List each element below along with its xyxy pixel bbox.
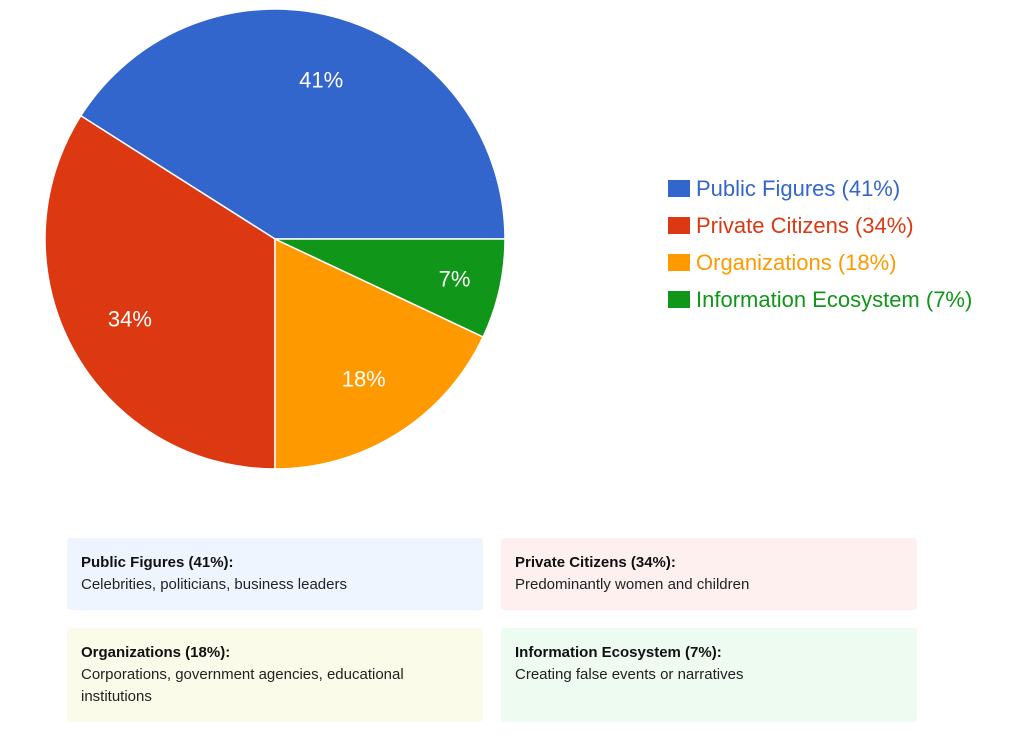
slice-label-information-ecosystem: 7% — [439, 267, 471, 292]
card-description: Predominantly women and children — [515, 576, 750, 593]
legend-swatch-organizations — [668, 254, 690, 271]
card-title: Public Figures (41%): — [81, 554, 234, 571]
card-description: Creating false events or narratives — [515, 666, 744, 683]
legend-swatch-public-figures — [668, 180, 690, 197]
pie-slice-public-figures[interactable] — [79, 8, 506, 240]
card-organizations: Organizations (18%): Corporations, gover… — [67, 628, 483, 722]
legend-swatch-private-citizens — [668, 217, 690, 234]
card-private-citizens: Private Citizens (34%): Predominantly wo… — [501, 538, 917, 610]
chart-legend: Public Figures (41%) Private Citizens (3… — [668, 170, 972, 318]
category-cards: Public Figures (41%): Celebrities, polit… — [67, 538, 917, 722]
slice-label-public-figures: 41% — [299, 67, 343, 92]
legend-label-public-figures: Public Figures (41%) — [696, 175, 901, 201]
slice-label-private-citizens: 34% — [108, 306, 152, 331]
card-description: Corporations, government agencies, educa… — [81, 666, 404, 705]
card-public-figures: Public Figures (41%): Celebrities, polit… — [67, 538, 483, 610]
card-information-ecosystem: Information Ecosystem (7%): Creating fal… — [501, 628, 917, 722]
card-description: Celebrities, politicians, business leade… — [81, 576, 347, 593]
pie-slice-private-citizens[interactable] — [44, 114, 276, 470]
legend-item-organizations[interactable]: Organizations (18%) — [668, 244, 972, 281]
pie-chart: 41% 34% 18% 7% — [44, 8, 506, 470]
legend-swatch-information-ecosystem — [668, 291, 690, 308]
card-title: Organizations (18%): — [81, 644, 231, 661]
card-title: Information Ecosystem (7%): — [515, 644, 722, 661]
pie-slice-organizations[interactable] — [274, 237, 485, 470]
legend-item-information-ecosystem[interactable]: Information Ecosystem (7%) — [668, 281, 972, 318]
legend-label-organizations: Organizations (18%) — [696, 249, 897, 275]
slice-label-organizations: 18% — [342, 366, 386, 391]
legend-item-private-citizens[interactable]: Private Citizens (34%) — [668, 207, 972, 244]
legend-label-private-citizens: Private Citizens (34%) — [696, 212, 914, 238]
legend-item-public-figures[interactable]: Public Figures (41%) — [668, 170, 972, 207]
pie-slice-information-ecosystem[interactable] — [274, 238, 506, 338]
legend-label-information-ecosystem: Information Ecosystem (7%) — [696, 286, 973, 312]
card-title: Private Citizens (34%): — [515, 554, 676, 571]
